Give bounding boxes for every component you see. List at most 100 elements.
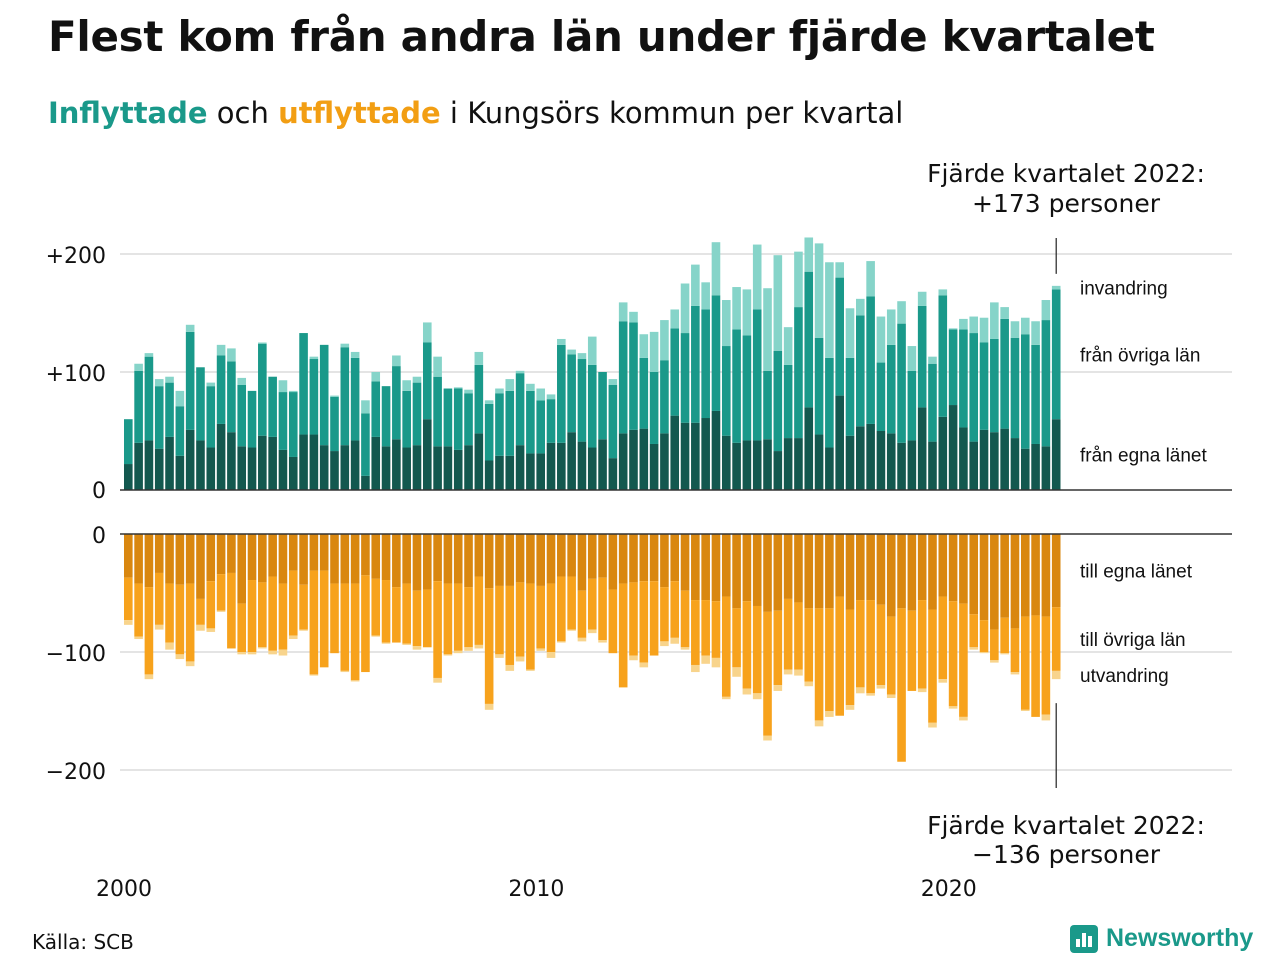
subtitle-rest: i Kungsörs kommun per kvartal [440,96,904,130]
bar-out-utvandring [1051,670,1061,680]
bar-in-ovriga [649,372,659,444]
bar-in-ovriga [392,366,401,440]
bar-in-ovriga [484,403,494,461]
bar-in-invandring [422,322,432,343]
bar-in-lan [165,436,174,490]
bar-in-invandring [567,349,576,355]
bar-out-lan [835,534,844,597]
bar-in-lan [433,446,442,490]
bar-in-invandring [897,301,906,324]
bar-in-lan [216,423,226,490]
bar-out-utvandring [866,693,875,696]
bar-out-lan [1051,534,1061,608]
bar-in-lan [598,439,607,490]
callout-out-line2: −136 personer [972,840,1161,869]
bar-in-ovriga [237,384,247,447]
bar-out-ovriga [752,605,762,694]
bar-out-utvandring [567,629,576,631]
bar-out-ovriga [618,583,628,688]
bar-in-lan [196,440,205,490]
bar-in-ovriga [247,390,257,448]
bar-out-ovriga [258,582,267,648]
bar-in-ovriga [773,350,783,452]
bar-in-invandring [371,372,381,382]
bar-in-ovriga [938,295,948,417]
bar-in-invandring [721,300,731,347]
bar-out-ovriga [392,587,401,643]
bar-out-utvandring [196,624,205,631]
bar-out-utvandring [629,655,638,661]
bar-out-ovriga [732,608,741,668]
bar-out-ovriga [567,576,576,630]
bar-in-lan [484,460,494,490]
bar-in-ovriga [443,388,453,447]
bar-in-invandring [701,282,710,310]
bar-in-ovriga [763,370,772,440]
bar-out-lan [361,534,370,576]
bar-out-lan [474,534,484,577]
bar-in-invandring [557,338,566,345]
bar-in-ovriga [1051,289,1061,420]
bar-out-lan [1010,534,1020,629]
bar-in-ovriga [402,390,411,448]
bar-out-utvandring [206,628,216,632]
bar-out-ovriga [701,600,710,656]
bar-in-ovriga [928,363,937,442]
bar-out-utvandring [464,647,473,651]
bar-out-utvandring [763,735,772,741]
bar-out-utvandring [216,610,226,612]
bar-out-lan [443,534,453,584]
bar-in-ovriga [165,382,174,437]
callout-in-line1: Fjärde kvartalet 2022: [927,159,1205,188]
bar-in-invandring [546,394,556,400]
bar-out-lan [124,534,133,578]
bar-in-ovriga [288,392,298,457]
bar-out-lan [484,534,494,589]
bar-in-invandring [278,380,288,393]
bar-out-ovriga [587,578,597,630]
bar-in-invandring [856,298,865,316]
bar-in-ovriga [1000,318,1009,429]
bar-in-lan [856,426,865,490]
bar-in-ovriga [886,344,896,434]
bar-in-lan [443,446,453,490]
bar-out-lan [886,534,896,617]
bar-in-lan [515,445,525,490]
bar-out-ovriga [381,580,391,643]
bar-out-utvandring [247,652,257,655]
bar-in-invandring [587,336,597,365]
bar-out-ovriga [185,583,195,662]
subtitle-och: och [207,96,279,130]
bar-in-ovriga [577,359,587,442]
bar-in-invandring [752,244,762,310]
bar-out-utvandring [825,711,834,717]
bar-in-invandring [866,261,875,297]
bar-out-ovriga [773,610,783,686]
bar-in-lan [330,451,339,490]
bar-out-utvandring [144,674,154,680]
bar-in-ovriga [721,346,731,436]
bar-in-lan [319,445,329,490]
bar-out-lan [680,534,690,591]
bar-in-invandring [484,400,494,404]
bar-out-lan [660,534,669,588]
bar-in-ovriga [453,388,463,450]
bar-out-utvandring [732,667,741,677]
bar-in-invandring [629,311,638,323]
bar-in-ovriga [897,323,906,443]
bar-in-ovriga [505,390,515,456]
source-note: Källa: SCB [32,930,134,954]
bar-in-lan [1020,448,1030,490]
bar-in-invandring [165,376,174,383]
bar-in-invandring [216,344,226,356]
bar-in-lan [691,422,700,490]
bar-out-ovriga [711,601,721,658]
bar-in-ovriga [598,372,607,440]
bar-in-ovriga [907,370,917,441]
bar-out-ovriga [990,629,999,661]
bar-in-lan [701,418,710,490]
bar-in-invandring [783,327,793,365]
bar-out-ovriga [309,570,319,675]
bar-out-ovriga [783,598,793,670]
bar-in-lan [299,434,308,490]
